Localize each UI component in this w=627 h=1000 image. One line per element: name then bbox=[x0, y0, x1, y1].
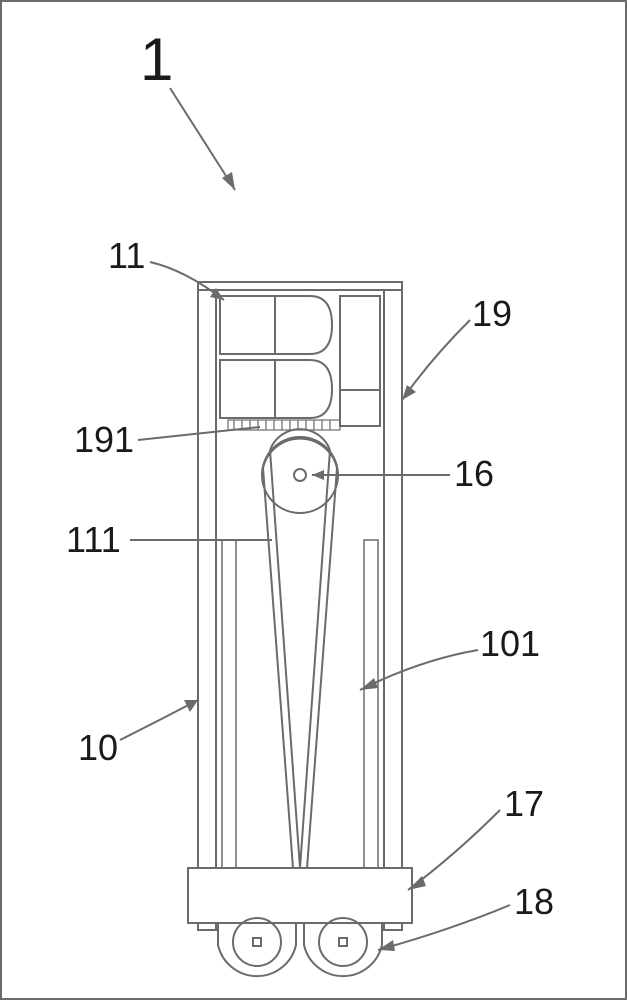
label-bottom-rollers: 18 bbox=[514, 881, 554, 922]
top-carriage bbox=[220, 296, 332, 418]
label-assembly: 1 bbox=[140, 26, 173, 93]
bottom-block bbox=[188, 868, 412, 923]
label-inner-frame: 101 bbox=[480, 623, 540, 664]
belt bbox=[263, 429, 337, 868]
side-block bbox=[340, 296, 380, 426]
outer-frame bbox=[198, 282, 402, 930]
label-pulley: 16 bbox=[454, 453, 494, 494]
label-top-carriage: 11 bbox=[108, 235, 145, 276]
label-outer-frame: 10 bbox=[78, 727, 118, 768]
page-border bbox=[1, 1, 626, 999]
leader-lines bbox=[120, 88, 510, 951]
label-side-block: 19 bbox=[472, 293, 512, 334]
label-belt: 111 bbox=[66, 519, 121, 560]
diagram-svg: 1 11 19 191 16 111 101 10 17 18 bbox=[0, 0, 627, 1000]
inner-frame bbox=[216, 290, 384, 875]
inner-rails bbox=[222, 540, 378, 870]
bottom-rollers bbox=[218, 918, 382, 976]
labels: 1 11 19 191 16 111 101 10 17 18 bbox=[66, 26, 554, 922]
label-rack: 191 bbox=[74, 419, 134, 460]
label-bottom-block: 17 bbox=[504, 783, 544, 824]
